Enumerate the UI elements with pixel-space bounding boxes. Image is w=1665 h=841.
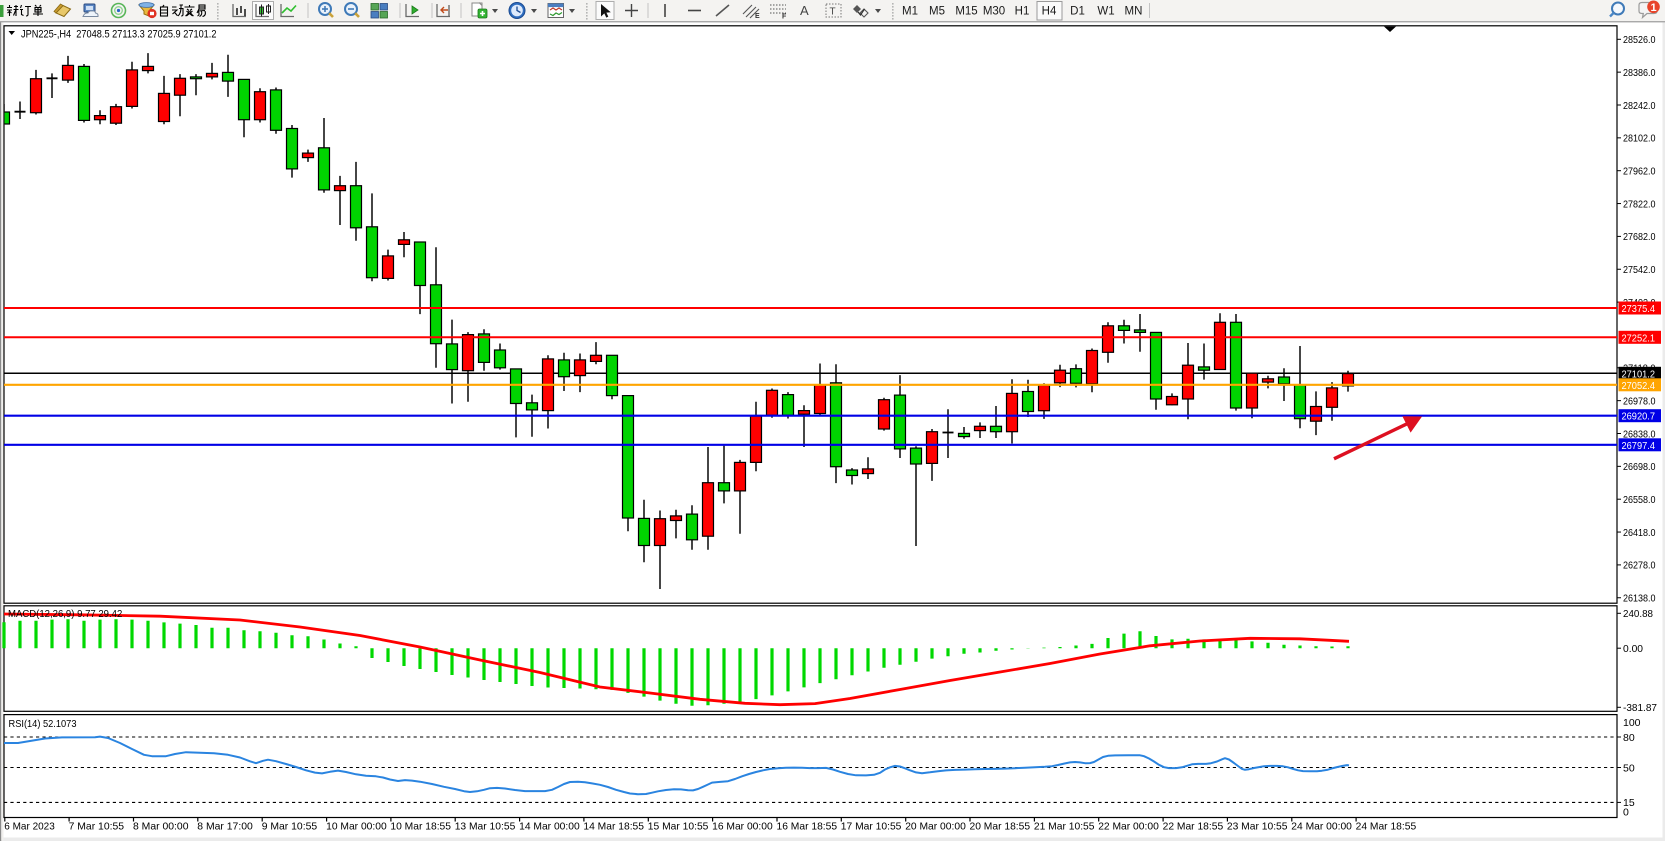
svg-text:MACD(12,26,9) 9.77 29.42: MACD(12,26,9) 9.77 29.42 (8, 609, 123, 620)
svg-text:20 Mar 00:00: 20 Mar 00:00 (905, 821, 966, 833)
svg-text:E: E (755, 13, 760, 20)
svg-text:26418.0: 26418.0 (1623, 527, 1656, 539)
svg-text:27822.0: 27822.0 (1623, 198, 1656, 210)
svg-text:H4: H4 (1042, 6, 1057, 18)
svg-text:27542.0: 27542.0 (1623, 264, 1656, 276)
svg-text:28102.0: 28102.0 (1623, 133, 1656, 145)
svg-text:28242.0: 28242.0 (1623, 100, 1656, 112)
svg-text:26278.0: 26278.0 (1623, 560, 1656, 572)
svg-text:M1: M1 (902, 6, 918, 18)
svg-text:16 Mar 18:55: 16 Mar 18:55 (777, 821, 838, 833)
svg-text:27252.1: 27252.1 (1622, 332, 1656, 344)
svg-text:26698.0: 26698.0 (1623, 461, 1656, 473)
svg-text:F: F (782, 14, 787, 21)
svg-text:100: 100 (1623, 717, 1641, 729)
svg-text:13 Mar 10:55: 13 Mar 10:55 (455, 821, 516, 833)
svg-text:26978.0: 26978.0 (1623, 395, 1656, 407)
svg-text:26558.0: 26558.0 (1623, 494, 1656, 506)
svg-text:27375.4: 27375.4 (1622, 303, 1656, 315)
svg-text:14 Mar 00:00: 14 Mar 00:00 (519, 821, 580, 833)
svg-text:A: A (800, 3, 809, 18)
svg-text:10 Mar 18:55: 10 Mar 18:55 (390, 821, 451, 833)
svg-text:16 Mar 00:00: 16 Mar 00:00 (712, 821, 773, 833)
svg-text:22 Mar 18:55: 22 Mar 18:55 (1163, 821, 1224, 833)
svg-text:W1: W1 (1097, 6, 1114, 18)
svg-text:14 Mar 18:55: 14 Mar 18:55 (583, 821, 644, 833)
svg-text:17 Mar 10:55: 17 Mar 10:55 (841, 821, 902, 833)
svg-text:80: 80 (1623, 732, 1635, 744)
svg-text:-381.87: -381.87 (1623, 702, 1657, 714)
svg-text:M5: M5 (929, 6, 945, 18)
svg-text:H1: H1 (1015, 6, 1030, 18)
svg-text:JPN225-,H4 27048.5 27113.3 27: JPN225-,H4 27048.5 27113.3 27025.9 27101… (21, 29, 217, 41)
svg-text:24 Mar 00:00: 24 Mar 00:00 (1291, 821, 1352, 833)
svg-text:15 Mar 10:55: 15 Mar 10:55 (648, 821, 709, 833)
svg-text:T: T (830, 7, 836, 18)
svg-text:M15: M15 (955, 6, 977, 18)
svg-text:20 Mar 18:55: 20 Mar 18:55 (970, 821, 1031, 833)
svg-text:26920.7: 26920.7 (1622, 411, 1656, 423)
svg-text:22 Mar 00:00: 22 Mar 00:00 (1098, 821, 1159, 833)
svg-text:50: 50 (1623, 762, 1635, 774)
svg-text:21 Mar 10:55: 21 Mar 10:55 (1034, 821, 1095, 833)
svg-text:28526.0: 28526.0 (1623, 34, 1656, 46)
svg-text:7 Mar 10:55: 7 Mar 10:55 (69, 821, 125, 833)
svg-text:1: 1 (1650, 2, 1656, 14)
svg-text:8 Mar 00:00: 8 Mar 00:00 (133, 821, 189, 833)
svg-text:23 Mar 10:55: 23 Mar 10:55 (1227, 821, 1288, 833)
svg-text:6 Mar 2023: 6 Mar 2023 (4, 821, 55, 833)
svg-text:26838.0: 26838.0 (1623, 428, 1656, 440)
svg-text:26797.4: 26797.4 (1622, 440, 1656, 452)
svg-text:9 Mar 10:55: 9 Mar 10:55 (262, 821, 318, 833)
svg-text:MN: MN (1125, 6, 1143, 18)
svg-text:27962.0: 27962.0 (1623, 166, 1656, 178)
svg-text:M30: M30 (983, 6, 1005, 18)
svg-text:24 Mar 18:55: 24 Mar 18:55 (1356, 821, 1417, 833)
svg-text:D1: D1 (1070, 6, 1085, 18)
svg-text:26138.0: 26138.0 (1623, 593, 1656, 605)
svg-text:28386.0: 28386.0 (1623, 67, 1656, 79)
svg-text:240.88: 240.88 (1623, 608, 1653, 620)
svg-text:10 Mar 00:00: 10 Mar 00:00 (326, 821, 387, 833)
svg-text:0: 0 (1623, 806, 1629, 818)
svg-text:RSI(14) 52.1073: RSI(14) 52.1073 (9, 719, 77, 730)
svg-text:8 Mar 17:00: 8 Mar 17:00 (197, 821, 253, 833)
svg-text:27682.0: 27682.0 (1623, 231, 1656, 243)
svg-text:27052.4: 27052.4 (1622, 380, 1656, 392)
svg-text:27101.2: 27101.2 (1622, 368, 1656, 380)
svg-text:15: 15 (1623, 797, 1635, 809)
svg-text:0.00: 0.00 (1623, 643, 1643, 655)
